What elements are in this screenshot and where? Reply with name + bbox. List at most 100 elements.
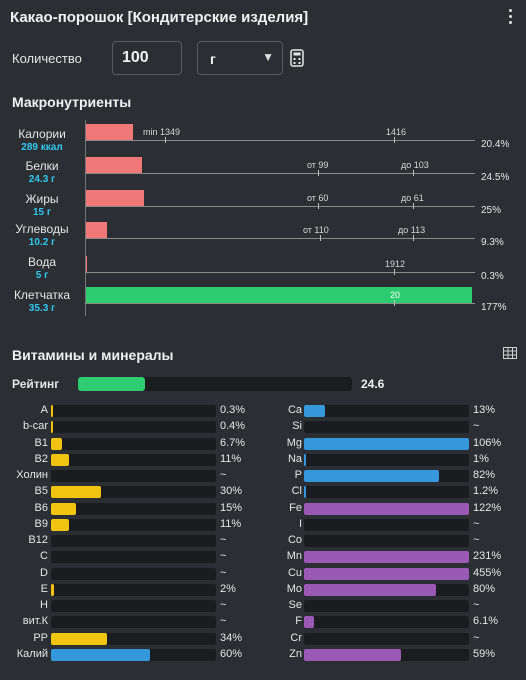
macro-target-mark: от 110: [303, 225, 329, 235]
nutrient-value: ~: [473, 599, 480, 611]
nutrient-name: A: [40, 404, 48, 416]
macro-label: Жиры 15 г: [5, 193, 79, 219]
macro-target-mark: до 61: [401, 193, 424, 203]
nutrient-row: Mg 106%: [0, 436, 526, 452]
table-grid-icon[interactable]: [503, 347, 517, 359]
nutrient-name: Mn: [286, 550, 302, 563]
macro-target-tick: [318, 170, 319, 176]
nutrient-name: Co: [287, 534, 302, 546]
nutrient-bar-fill: [51, 437, 63, 450]
nutrient-row: PP 34%: [0, 631, 526, 647]
macro-percent: 20.4%: [481, 139, 510, 150]
nutrient-row: Mo 80%: [0, 582, 526, 598]
quantity-label: Количество: [12, 51, 82, 66]
nutrient-value: 231%: [473, 550, 502, 563]
nutrient-bar-fill: [304, 648, 402, 661]
macro-target-tick: [320, 235, 321, 241]
nutrient-value: 0.3%: [220, 404, 246, 416]
nutrient-name: B6: [34, 501, 48, 514]
nutrient-bar: [304, 421, 469, 434]
macro-bar: [86, 256, 87, 272]
nutrient-name: Na: [287, 452, 302, 465]
nutrient-value: 11%: [220, 517, 242, 530]
macro-target-mark: от 99: [307, 160, 329, 170]
nutrient-value: 80%: [473, 582, 496, 595]
nutrient-row: Cu 455%: [0, 566, 526, 582]
calculator-icon[interactable]: [290, 49, 304, 67]
page-title: Какао-порошок [Кондитерские изделия]: [10, 9, 309, 26]
macro-name: Жиры: [25, 192, 59, 206]
nutrient-row: A 0.3%: [0, 403, 526, 419]
nutrient-bar-fill: [304, 567, 469, 580]
nutrient-name: Cl: [291, 485, 302, 498]
nutrient-bar: [304, 453, 469, 466]
nutrient-name: Si: [292, 420, 302, 433]
nutrient-name: C: [40, 550, 48, 563]
macro-baseline: [85, 238, 475, 239]
nutrient-bar-fill: [304, 470, 440, 482]
nutrient-name: Zn: [289, 647, 302, 660]
nutrient-name: F: [295, 615, 302, 628]
nutrient-bar: [51, 421, 216, 434]
nutrient-row: Cr ~: [0, 631, 526, 647]
macro-target-mark: 20: [390, 290, 401, 300]
nutrient-value: 6.7%: [220, 436, 246, 449]
nutrient-bar: [304, 535, 469, 547]
macro-label: Белки 24.3 г: [5, 160, 79, 186]
macro-target-tick: [413, 235, 414, 241]
rating-value: 24.6: [361, 377, 385, 391]
nutrient-bar: [51, 535, 216, 547]
nutrient-bar: [51, 648, 216, 661]
nutrient-bar-fill: [51, 632, 108, 645]
nutrient-bar-fill: [304, 437, 469, 450]
rating-bar: [78, 377, 352, 391]
macro-value: 5 г: [35, 270, 49, 281]
nutrient-row: H ~: [0, 598, 526, 614]
nutrient-row: C ~: [0, 549, 526, 565]
nutrient-bar: [51, 600, 216, 612]
nutrient-value: 455%: [473, 566, 502, 579]
macro-value: 10.2 г: [28, 237, 56, 248]
nutrient-bar-fill: [304, 616, 315, 629]
macro-target-tick: [394, 269, 395, 275]
macro-value: 289 ккал: [21, 142, 63, 153]
nutrient-bar-fill: [51, 405, 53, 417]
nutrient-row: Холин ~: [0, 468, 526, 484]
nutrient-value: 6.1%: [473, 615, 499, 628]
more-menu-icon[interactable]: [500, 6, 520, 30]
nutrient-row: B5 30%: [0, 484, 526, 500]
nutrient-name: Fe: [289, 501, 302, 514]
nutrient-row: Калий 60%: [0, 647, 526, 663]
nutrient-value: ~: [473, 517, 480, 530]
nutrient-name: Cr: [290, 631, 302, 644]
nutrient-bar-fill: [304, 453, 306, 466]
nutrient-name: I: [298, 517, 302, 530]
nutrient-bar-fill: [304, 583, 436, 596]
macro-baseline: [85, 303, 475, 304]
macro-target-tick: [394, 300, 395, 306]
nutrient-value: ~: [473, 631, 480, 644]
nutrient-name: B9: [34, 517, 48, 530]
nutrient-bar-fill: [304, 551, 469, 564]
macro-label: Калории 289 ккал: [5, 128, 79, 154]
nutrient-row: B12 ~: [0, 533, 526, 549]
nutrient-value: 11%: [220, 452, 242, 465]
quantity-input[interactable]: [112, 41, 182, 75]
nutrient-bar: [304, 648, 469, 661]
macro-bar: [86, 222, 107, 238]
nutrient-name: B1: [34, 436, 48, 449]
macros-axis: [85, 120, 86, 316]
macro-name: Белки: [25, 159, 59, 173]
chevron-down-icon: ▼: [262, 50, 274, 64]
nutrient-bar: [51, 567, 216, 580]
nutrient-value: 2%: [220, 582, 236, 595]
macro-target-mark: min 1349: [143, 127, 181, 137]
macro-target-tick: [413, 203, 414, 209]
unit-select[interactable]: г ▼: [197, 41, 283, 75]
macro-bar: [86, 157, 142, 173]
nutrient-value: 15%: [220, 501, 243, 514]
nutrient-row: B6 15%: [0, 501, 526, 517]
nutrient-bar-fill: [51, 453, 70, 466]
nutrient-value: 106%: [473, 436, 502, 449]
macro-bar: [86, 287, 472, 303]
